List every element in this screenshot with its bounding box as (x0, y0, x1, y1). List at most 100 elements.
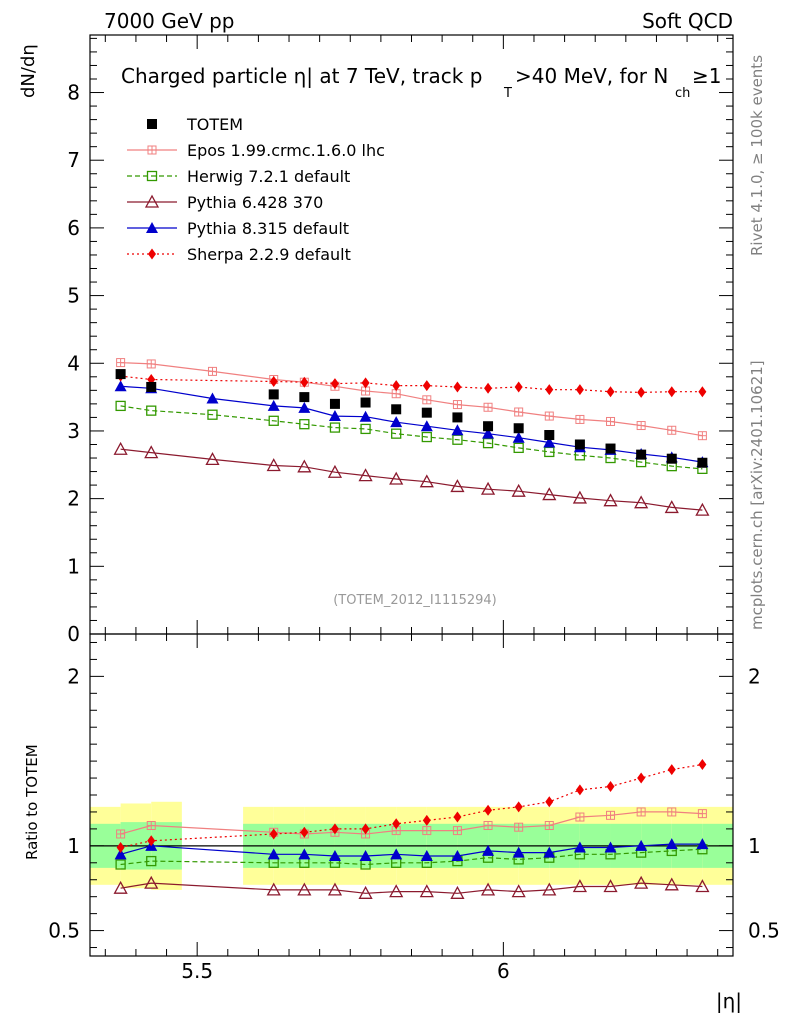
series-point-3-11 (512, 431, 525, 443)
ratio-point-2-0 (113, 880, 128, 894)
series-point-4-3 (300, 376, 309, 388)
ratio-point-3-8 (451, 850, 464, 862)
series-point-2-5 (327, 464, 343, 478)
series-point-1-2 (207, 409, 218, 420)
series-point-3-5 (328, 410, 341, 422)
totem-point-12 (574, 439, 585, 450)
totem-point-0 (115, 369, 126, 380)
totem-point-10 (513, 423, 524, 434)
ratio-point-2-15 (664, 877, 679, 891)
data-points (115, 369, 708, 468)
ratio-point-3-16 (696, 838, 709, 850)
series-point-4-7 (422, 380, 431, 392)
ratio-point-2-13 (603, 879, 618, 893)
series-point-0-9 (452, 400, 462, 410)
totem-point-1 (146, 381, 157, 392)
series-point-2-14 (603, 493, 618, 507)
ratio-point-0-8 (452, 826, 462, 836)
y-tick-label-7: 7 (67, 148, 80, 172)
series-point-4-5 (361, 377, 370, 389)
ratio-point-4-4 (330, 823, 339, 835)
series-point-1-6 (360, 423, 371, 435)
series-point-2-2 (205, 452, 220, 466)
series-point-2-9 (450, 479, 465, 493)
ratio-point-2-2 (266, 882, 281, 896)
series-point-4-9 (484, 382, 493, 394)
series-point-4-14 (637, 386, 646, 398)
legend-label-1: Epos 1.99.crmc.1.6.0 lhc (187, 141, 385, 160)
series-point-2-11 (511, 483, 526, 497)
x-tick-label-1: 6 (497, 959, 510, 983)
ratio-y-axis-label: Ratio to TOTEM (23, 744, 41, 860)
ratio-point-4-13 (606, 781, 615, 793)
totem-point-4 (329, 398, 340, 409)
title-mid: >40 MeV, for N (515, 64, 668, 88)
series-point-0-8 (422, 395, 432, 405)
ratio-point-3-2 (267, 848, 280, 860)
y-tick-label-1: 1 (67, 554, 80, 578)
series-point-4-4 (330, 378, 339, 390)
title-end: ≥1 (692, 64, 721, 88)
ratio-tick-label-r-1: 1 (748, 834, 761, 858)
series-point-1-7 (391, 428, 402, 439)
series-point-1-5 (329, 422, 341, 433)
ratio-point-0-7 (422, 826, 432, 836)
ratio-point-3-6 (390, 848, 403, 860)
ratio-point-2-4 (327, 882, 343, 896)
ratio-point-4-2 (269, 828, 278, 840)
totem-point-5 (360, 397, 371, 408)
series-point-0-13 (575, 414, 585, 424)
series-point-1-1 (146, 405, 157, 416)
ratio-point-0-14 (636, 807, 646, 817)
series-point-0-14 (606, 416, 616, 426)
title-main: Charged particle η| at 7 TeV, track p (121, 64, 482, 88)
series-point-4-2 (269, 376, 278, 388)
header-left-label: 7000 GeV pp (104, 9, 235, 33)
ratio-point-4-0 (116, 842, 125, 854)
series-point-3-3 (267, 399, 280, 411)
ratio-point-4-9 (484, 804, 493, 816)
ratio-point-4-3 (300, 826, 309, 838)
ratio-point-2-6 (389, 884, 404, 898)
ratio-point-3-5 (359, 850, 372, 862)
side-label-mcplots: mcplots.cern.ch [arXiv:2401.10621] (748, 360, 766, 630)
totem-point-16 (697, 457, 708, 468)
series-point-2-6 (358, 468, 373, 482)
series-point-3-6 (359, 410, 372, 422)
y-tick-label-8: 8 (67, 81, 80, 105)
ratio-series (113, 758, 710, 899)
ratio-point-0-1 (146, 821, 156, 831)
series-point-4-11 (545, 384, 554, 396)
totem-point-15 (666, 453, 677, 464)
legend-marker-0 (147, 119, 157, 129)
ratio-point-0-15 (667, 807, 677, 817)
ratio-point-3-15 (665, 838, 678, 850)
series-point-0-1 (146, 359, 156, 369)
ratio-point-2-10 (511, 884, 526, 898)
totem-point-3 (299, 392, 310, 403)
series-point-4-16 (698, 386, 707, 398)
series-point-0-0 (116, 358, 126, 368)
series-point-0-16 (667, 425, 677, 435)
ratio-point-3-14 (635, 839, 648, 851)
ratio-point-0-13 (606, 810, 616, 820)
side-label-rivet: Rivet 4.1.0, ≥ 100k events (748, 55, 766, 256)
legend-marker-4 (146, 222, 158, 233)
legend-marker-3 (144, 194, 160, 208)
ratio-point-1-0 (115, 859, 126, 870)
legend-label-2: Herwig 7.2.1 default (187, 167, 350, 186)
ratio-point-4-1 (147, 835, 156, 847)
series-point-2-1 (144, 445, 159, 459)
y-tick-label-5: 5 (67, 284, 80, 308)
totem-point-2 (268, 389, 279, 400)
series-line-0 (120, 362, 703, 437)
title-sub-ch: ch (675, 86, 690, 101)
series-point-4-10 (514, 381, 523, 393)
ratio-point-2-5 (358, 885, 373, 899)
ratio-point-2-9 (480, 882, 496, 896)
axes: 5.5 6 0 1 2 3 4 5 6 7 8 0.5 0.5 1 1 2 2 (48, 34, 780, 983)
legend-marker-2 (146, 170, 158, 182)
series-point-2-8 (419, 474, 434, 488)
series-point-1-8 (421, 431, 432, 443)
